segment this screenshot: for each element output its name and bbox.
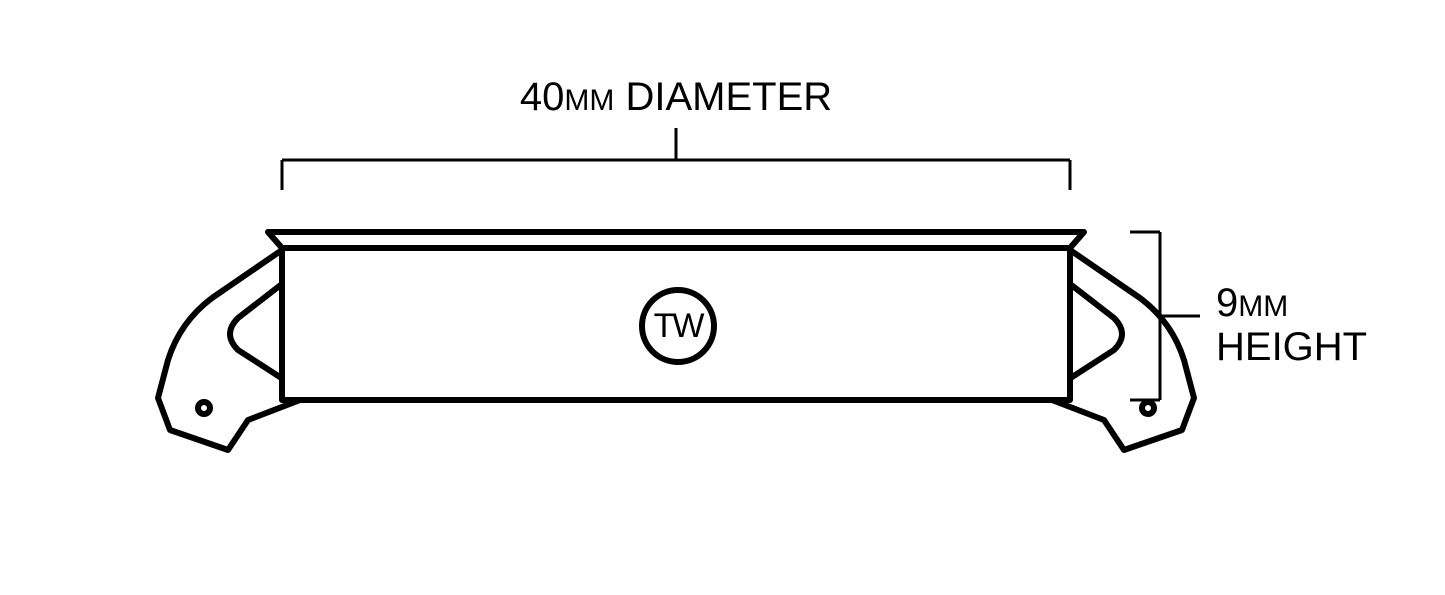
height-value: 9	[1216, 281, 1238, 325]
diameter-word: DIAMETER	[625, 75, 832, 119]
left-lug	[158, 250, 300, 450]
height-label: 9MM HEIGHT	[1216, 281, 1367, 369]
logo-text: TW	[654, 307, 705, 345]
diameter-label: 40MM DIAMETER	[520, 75, 832, 119]
height-unit: MM	[1238, 290, 1288, 323]
diameter-unit: MM	[564, 84, 614, 117]
diameter-value: 40	[520, 75, 565, 119]
bezel-top	[268, 232, 1084, 248]
left-lug-pin	[198, 402, 210, 414]
right-lug-pin	[1142, 402, 1154, 414]
diameter-dimension	[282, 128, 1070, 190]
watch-dimension-diagram: TW 40MM DIAMETER 9MM HEIGHT	[0, 0, 1445, 595]
logo: TW	[642, 290, 714, 362]
height-word: HEIGHT	[1216, 325, 1367, 369]
right-lug	[1052, 250, 1194, 450]
